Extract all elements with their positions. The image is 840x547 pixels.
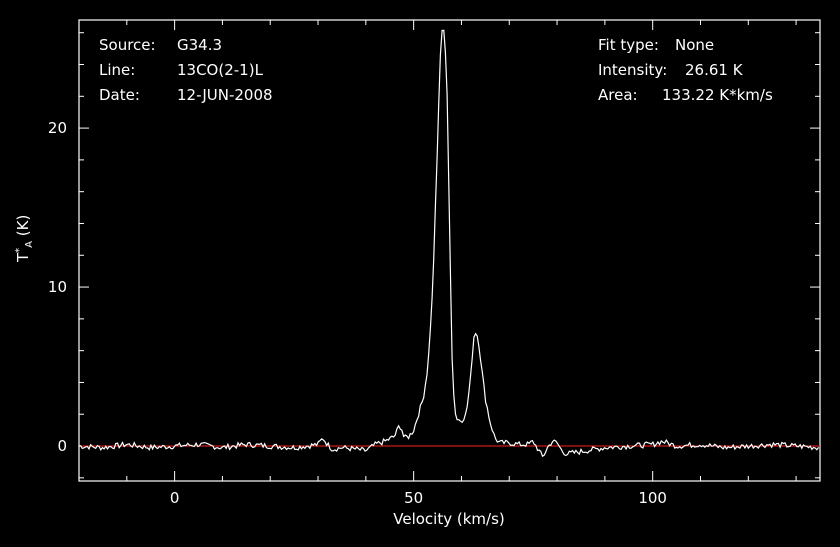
plot-frame	[78, 19, 821, 482]
x-tick-label: 50	[404, 489, 423, 507]
x-tick-label: 0	[170, 489, 180, 507]
source-value: G34.3	[177, 36, 223, 54]
y-axis-ticks: 0 10 20	[48, 32, 820, 479]
y-axis-label: T*A (K)	[14, 214, 35, 262]
date-value: 12-JUN-2008	[177, 86, 273, 104]
date-label: Date:	[99, 86, 140, 104]
intensity-value: 26.61 K	[685, 61, 743, 79]
x-axis-ticks: 0 50 100	[78, 20, 797, 507]
x-axis-label: Velocity (km/s)	[393, 510, 504, 528]
source-label: Source:	[99, 36, 156, 54]
line-value: 13CO(2-1)L	[177, 61, 263, 79]
spectrum-line	[78, 29, 820, 458]
x-tick-label: 100	[638, 489, 667, 507]
intensity-label: Intensity:	[598, 61, 668, 79]
fit-type-value: None	[675, 36, 715, 54]
y-tick-label: 20	[48, 119, 67, 137]
y-tick-label: 0	[57, 437, 67, 455]
y-tick-label: 10	[48, 278, 67, 296]
fit-type-label: Fit type:	[598, 36, 659, 54]
area-label: Area:	[598, 86, 638, 104]
area-value: 133.22 K*km/s	[662, 86, 773, 104]
line-label: Line:	[99, 61, 136, 79]
